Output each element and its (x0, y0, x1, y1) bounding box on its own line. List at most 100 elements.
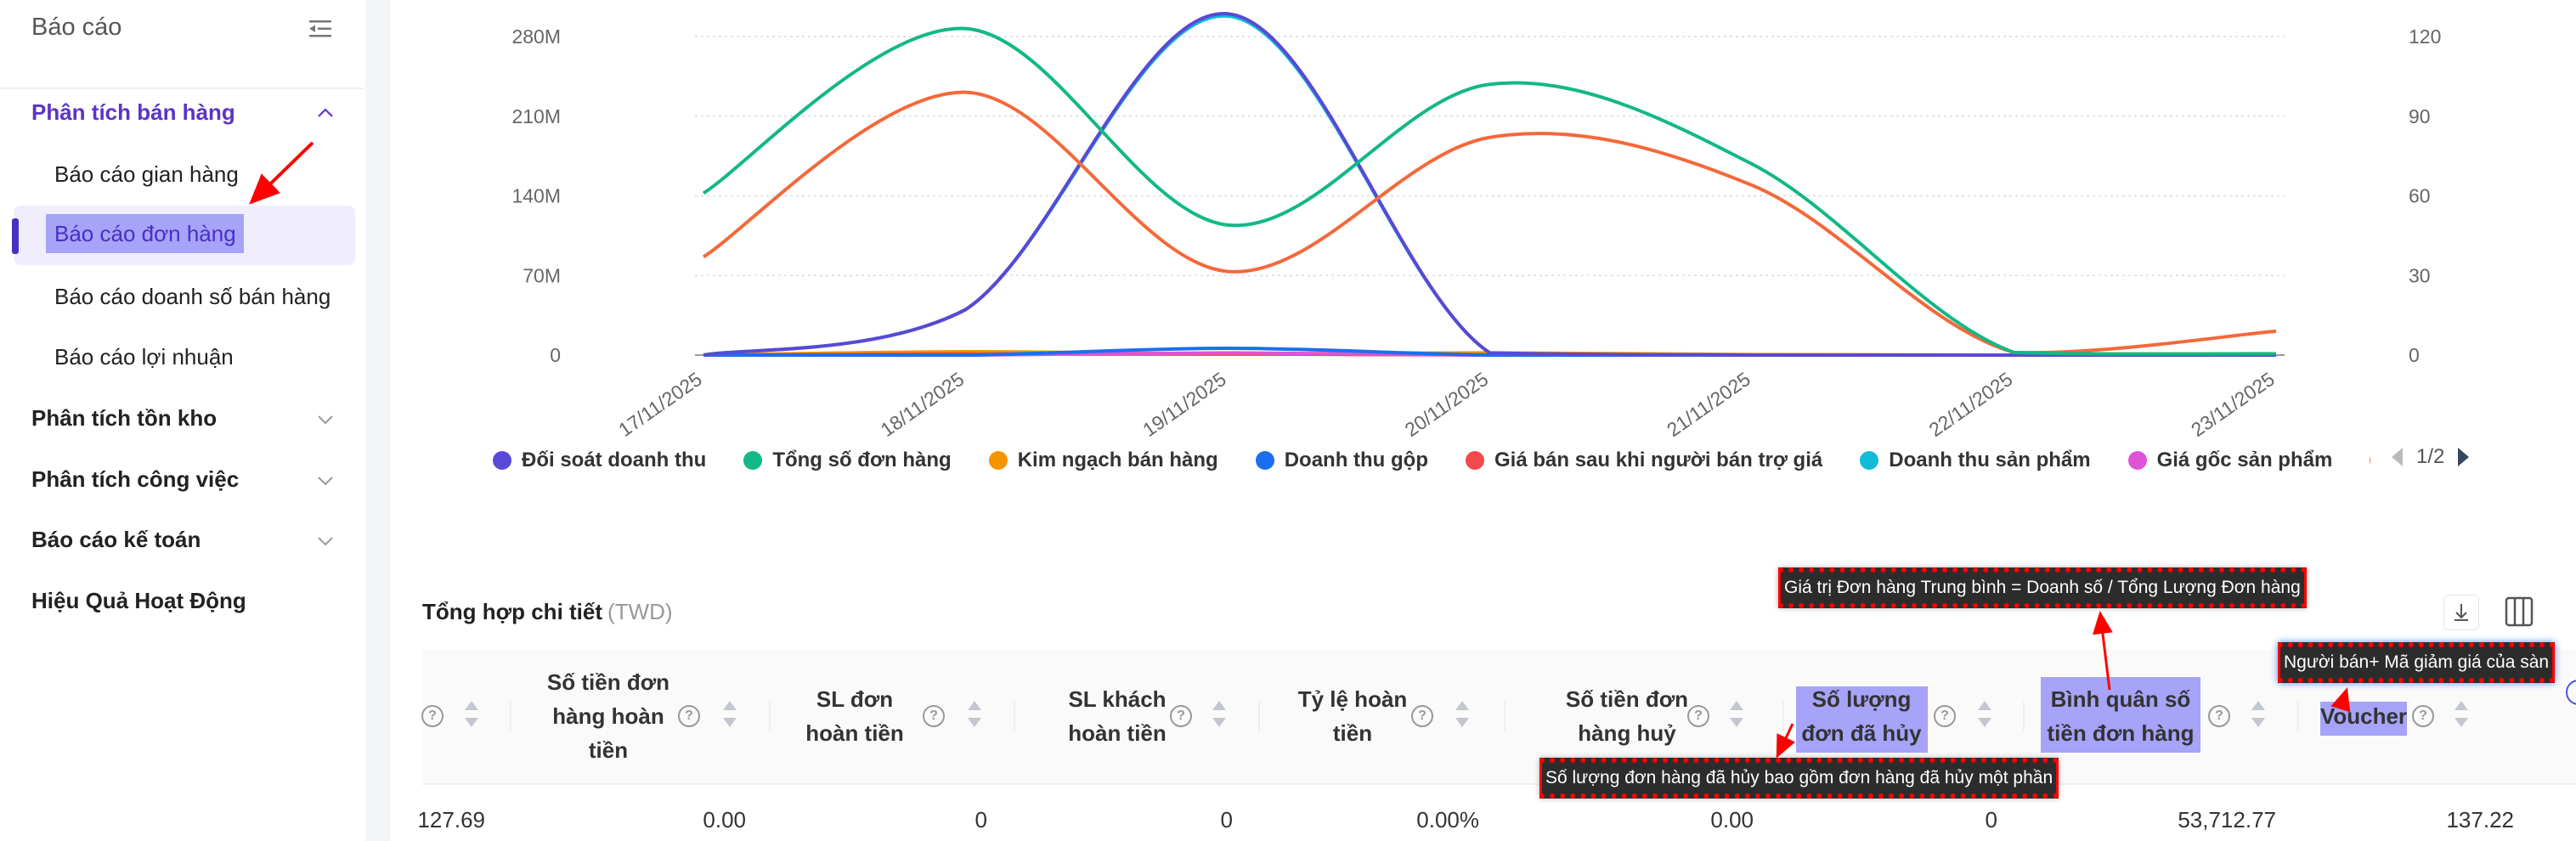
next-page-icon[interactable] (2456, 446, 2471, 468)
help-icon[interactable]: ? (1934, 705, 1956, 727)
sidebar: Báo cáo Phân tích bán hàng Báo cáo gian … (0, 0, 365, 841)
col-avg-order-value: Bình quân số tiền đơn hàng (2047, 686, 2195, 746)
chevron-down-icon[interactable] (316, 531, 335, 550)
legend-item[interactable]: Giá bán sau khi người bán trợ giá (1466, 449, 1822, 472)
y-left-tick-label: 0 (550, 344, 561, 366)
legend-item[interactable]: Giá gốc sản phẩm (2127, 449, 2333, 472)
tooltip-cancelled-count: Số lượng đơn hàng đã hủy bao gồm đơn hàn… (1539, 758, 2059, 799)
sidebar-group-work[interactable]: Phân tích công việc (31, 466, 240, 492)
column-divider (510, 702, 511, 731)
help-icon[interactable]: ? (1170, 705, 1192, 727)
y-right-tick-label: 30 (2409, 264, 2431, 286)
layout-gutter (365, 0, 391, 841)
sidebar-group-performance[interactable]: Hiệu Quả Hoạt Động (31, 588, 246, 613)
y-left-tick-label: 70M (523, 264, 561, 286)
sidebar-item-profit-report[interactable]: Báo cáo lợi nhuận (54, 344, 234, 370)
sidebar-group-inventory[interactable]: Phân tích tồn kho (31, 405, 217, 431)
section-title-text: Tổng hợp chi tiết (422, 599, 603, 624)
column-divider (1258, 702, 1260, 731)
x-tick-label: 20/11/2025 (1401, 368, 1493, 441)
sidebar-item-sales-report[interactable]: Báo cáo doanh số bán hàng (54, 284, 331, 309)
legend-dot-icon (1860, 451, 1879, 470)
help-icon[interactable]: ? (421, 705, 443, 727)
table-cell: 0.00% (1416, 807, 1479, 833)
sort-icon[interactable] (1212, 701, 1226, 730)
columns-icon[interactable] (2502, 595, 2536, 629)
legend-label: Giá bán sau khi người bán trợ giá (1494, 449, 1823, 471)
legend-item[interactable]: Tổng số đơn hàng (743, 449, 952, 472)
help-icon[interactable]: ? (2208, 705, 2230, 727)
legend-pager: 1/2 (2389, 445, 2471, 469)
download-icon (2455, 604, 2468, 621)
x-tick-label: 23/11/2025 (2187, 368, 2279, 441)
download-button[interactable] (2443, 595, 2479, 630)
legend-label: Kim ngạch bán hàng (1017, 449, 1218, 471)
table-cell: 0 (1220, 807, 1233, 833)
help-icon[interactable]: ? (1687, 705, 1709, 727)
table-cell: 0 (974, 807, 987, 833)
y-left-tick-label: 210M (511, 105, 561, 127)
col-refund-rate: Tỷ lệ hoàn tiền (1297, 686, 1408, 746)
column-divider (1504, 702, 1505, 731)
sort-icon[interactable] (1978, 701, 1991, 730)
sidebar-item-store-report[interactable]: Báo cáo gian hàng (54, 161, 239, 187)
y-right-tick-label: 90 (2409, 105, 2431, 127)
prev-page-icon[interactable] (2389, 446, 2404, 468)
y-left-tick-label: 140M (511, 185, 561, 207)
col-refund-amount: Số tiền đơn hàng hoàn tiền (546, 669, 670, 763)
legend-item[interactable]: Kim ngạch bán hàng (988, 449, 1218, 472)
highlight-cancelled-count (1796, 686, 1928, 753)
legend-item[interactable]: Đối soát doanh thu (493, 449, 706, 472)
table-cell: 0.00 (1710, 807, 1754, 833)
sort-icon[interactable] (465, 701, 478, 730)
sort-icon[interactable] (2251, 701, 2265, 730)
legend-item[interactable]: Doanh thu sản phẩm (1860, 449, 2091, 472)
legend-dot-icon (493, 451, 511, 470)
column-divider (2023, 702, 2025, 731)
legend-dot-icon (2127, 451, 2147, 470)
x-tick-label: 17/11/2025 (614, 368, 706, 441)
sidebar-item-order-report-label[interactable]: Báo cáo đơn hàng (46, 214, 244, 253)
legend-dot-icon (1466, 451, 1484, 470)
chart-legend: Đối soát doanh thu Tổng số đơn hàng Kim ng… (493, 443, 2370, 477)
legend-item[interactable]: Doanh thu gộp (1255, 449, 1428, 472)
sort-icon[interactable] (1455, 701, 1469, 730)
legend-label: Giá gốc sản phẩm (2156, 449, 2333, 471)
col-refund-orders: SL đơn hoàn tiền (805, 686, 904, 746)
series-line-0 (703, 12, 2276, 358)
chevron-down-icon[interactable] (316, 409, 335, 428)
sidebar-group-accounting[interactable]: Báo cáo kế toán (31, 527, 201, 552)
col-refund-customers: SL khách hoàn tiền (1068, 686, 1167, 746)
column-divider (1014, 702, 1015, 731)
x-tick-label: 21/11/2025 (1663, 368, 1754, 441)
chevron-down-icon[interactable] (316, 471, 335, 489)
sort-icon[interactable] (2455, 701, 2468, 730)
series-line-7 (702, 90, 2277, 355)
legend-label: Doanh thu gộp (1284, 449, 1428, 471)
sort-icon[interactable] (968, 701, 981, 730)
legend-dot-icon (743, 451, 763, 470)
collapse-menu-icon[interactable] (308, 19, 333, 39)
help-icon[interactable]: ? (2412, 705, 2434, 727)
sort-icon[interactable] (1730, 701, 1743, 730)
tooltip-avg-order-value: Giá trị Đơn hàng Trung bình = Doanh số /… (1778, 567, 2307, 608)
help-icon[interactable]: ? (678, 705, 700, 727)
table-cell: 0 (1985, 807, 1997, 833)
series-line-1 (702, 26, 2277, 356)
series-line-5 (703, 14, 2276, 358)
help-icon[interactable]: ? (923, 705, 945, 727)
sidebar-title: Báo cáo (31, 14, 122, 41)
sort-icon[interactable] (723, 701, 737, 730)
column-divider (769, 702, 771, 731)
help-icon[interactable]: ? (1411, 705, 1433, 727)
legend-label: Đối soát doanh thu (522, 449, 707, 471)
sidebar-group-sales-analysis[interactable]: Phân tích bán hàng (31, 99, 235, 125)
chevron-up-icon[interactable] (316, 104, 335, 122)
table-cell: 137.22 (2446, 807, 2514, 833)
table-cell: 53,712.77 (2178, 807, 2276, 833)
selected-indicator (12, 218, 19, 254)
legend-dot-icon (1255, 451, 1274, 470)
table-cell: 127.69 (417, 807, 485, 833)
y-right-tick-label: 0 (2409, 344, 2420, 366)
x-tick-label: 18/11/2025 (877, 368, 969, 441)
